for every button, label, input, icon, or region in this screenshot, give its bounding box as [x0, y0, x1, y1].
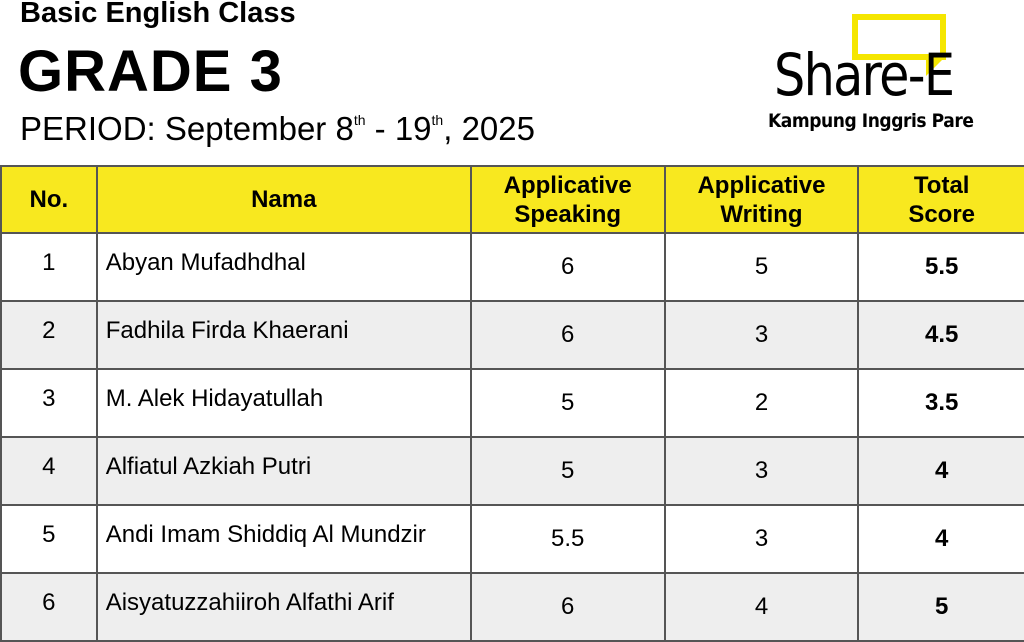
period-text: PERIOD: September 8th - 19th, 2025: [20, 110, 535, 147]
table-row: 3 M. Alek Hidayatullah 5 2 3.5: [0, 368, 1024, 438]
share-e-logo: Share-E Kampung Inggris Pare: [768, 10, 1008, 140]
table-row: 6 Aisyatuzzahiiroh Alfathi Arif 6 4 5: [0, 572, 1024, 642]
speech-bubble-tail: [926, 58, 944, 76]
class-subtitle: Basic English Class: [20, 0, 296, 29]
table-row: 5 Andi Imam Shiddiq Al Mundzir 5.5 3 4: [0, 504, 1024, 574]
col-total: Total Score: [857, 165, 1024, 234]
cell-name: Andi Imam Shiddiq Al Mundzir: [95, 504, 472, 574]
speech-bubble-icon: [852, 14, 946, 60]
cell-total: 4: [857, 504, 1024, 574]
cell-total: 5.5: [857, 232, 1024, 302]
cell-total: 5: [857, 572, 1024, 642]
cell-no: 4: [0, 436, 98, 506]
cell-name: Alfiatul Azkiah Putri: [95, 436, 472, 506]
col-writing: Applicative Writing: [663, 165, 860, 234]
cell-name: Abyan Mufadhdhal: [95, 232, 472, 302]
table-header: No. Nama Applicative Speaking Applicativ…: [0, 165, 1024, 234]
cell-no: 1: [0, 232, 98, 302]
cell-writing: 3: [663, 300, 860, 370]
cell-no: 3: [0, 368, 98, 438]
grade-title: GRADE 3: [18, 39, 283, 104]
col-speaking: Applicative Speaking: [469, 165, 666, 234]
cell-writing: 4: [663, 572, 860, 642]
cell-total: 3.5: [857, 368, 1024, 438]
cell-no: 2: [0, 300, 98, 370]
table-row: 2 Fadhila Firda Khaerani 6 3 4.5: [0, 300, 1024, 370]
col-no: No.: [0, 165, 98, 234]
table-row: 4 Alfiatul Azkiah Putri 5 3 4: [0, 436, 1024, 506]
cell-name: Fadhila Firda Khaerani: [95, 300, 472, 370]
cell-speaking: 6: [469, 300, 666, 370]
cell-writing: 3: [663, 436, 860, 506]
cell-speaking: 5: [469, 368, 666, 438]
cell-speaking: 5.5: [469, 504, 666, 574]
table-row: 1 Abyan Mufadhdhal 6 5 5.5: [0, 232, 1024, 302]
cell-writing: 5: [663, 232, 860, 302]
score-table: No. Nama Applicative Speaking Applicativ…: [0, 165, 1024, 642]
cell-no: 6: [0, 572, 98, 642]
col-name: Nama: [95, 165, 472, 234]
cell-no: 5: [0, 504, 98, 574]
cell-writing: 2: [663, 368, 860, 438]
cell-name: Aisyatuzzahiiroh Alfathi Arif: [95, 572, 472, 642]
cell-speaking: 5: [469, 436, 666, 506]
logo-tagline: Kampung Inggris Pare: [768, 110, 974, 132]
cell-speaking: 6: [469, 232, 666, 302]
logo-brand: Share-E: [774, 41, 955, 109]
cell-speaking: 6: [469, 572, 666, 642]
cell-writing: 3: [663, 504, 860, 574]
cell-name: M. Alek Hidayatullah: [95, 368, 472, 438]
cell-total: 4.5: [857, 300, 1024, 370]
cell-total: 4: [857, 436, 1024, 506]
